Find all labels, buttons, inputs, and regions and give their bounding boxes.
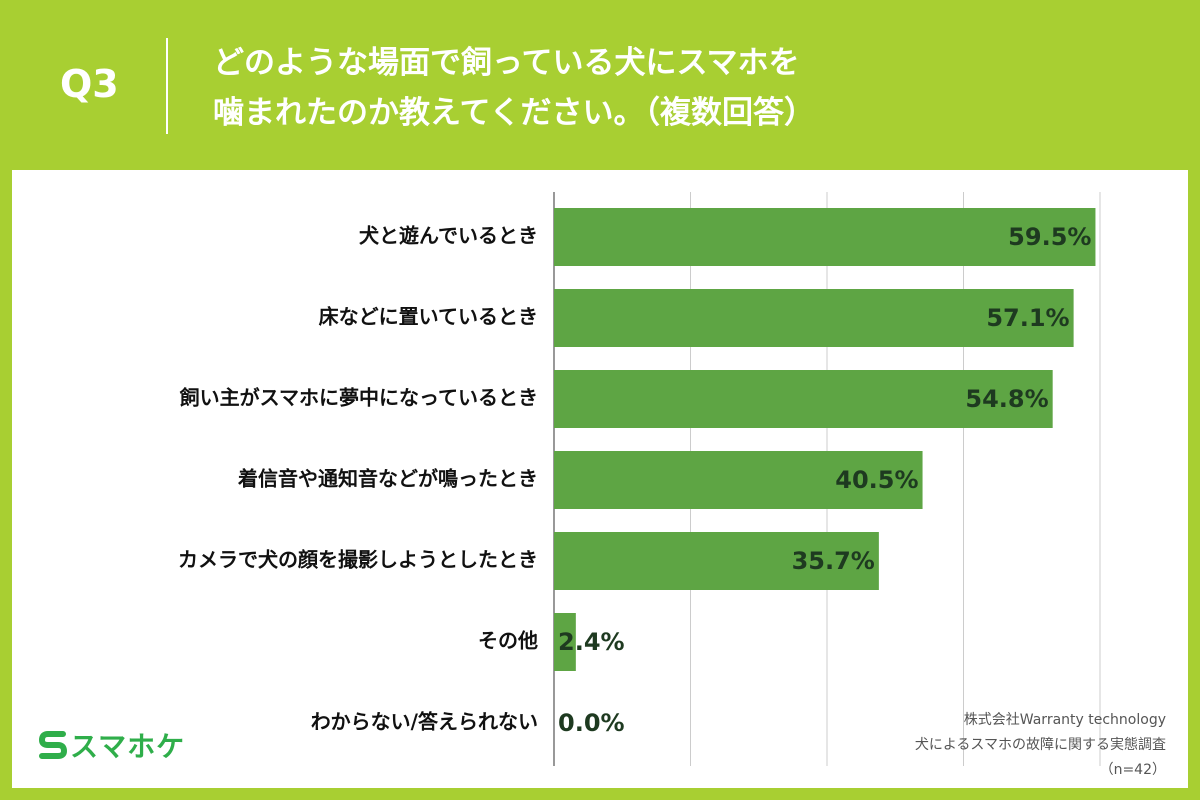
source-sample-size: （n=42） bbox=[1099, 762, 1166, 778]
brand-logo: スマホケ bbox=[38, 725, 185, 765]
header-divider bbox=[166, 38, 168, 134]
bar bbox=[554, 289, 1074, 347]
data-label: 57.1% bbox=[986, 304, 1069, 332]
bar bbox=[554, 613, 576, 671]
data-label: 54.8% bbox=[965, 385, 1048, 413]
data-label: 59.5% bbox=[1008, 223, 1091, 251]
data-label: 0.0% bbox=[558, 709, 625, 737]
question-line-1: どのような場面で飼っている犬にスマホを bbox=[213, 45, 800, 81]
category-label: 着信音や通知音などが鳴ったとき bbox=[237, 467, 538, 491]
question-text: どのような場面で飼っている犬にスマホを 噛まれたのか教えてください。（複数回答） bbox=[213, 38, 815, 138]
bar bbox=[554, 532, 879, 590]
question-number: Q3 bbox=[60, 62, 119, 106]
brand-logo-text: スマホケ bbox=[70, 730, 186, 763]
source-note: 株式会社Warranty technology 犬によるスマホの故障に関する実態… bbox=[915, 708, 1166, 783]
category-label: 犬と遊んでいるとき bbox=[359, 224, 538, 248]
category-label: その他 bbox=[478, 629, 538, 653]
bar bbox=[554, 370, 1053, 428]
source-company: 株式会社Warranty technology bbox=[963, 712, 1166, 728]
data-label: 40.5% bbox=[835, 466, 918, 494]
category-label: 飼い主がスマホに夢中になっているとき bbox=[179, 386, 538, 410]
source-survey: 犬によるスマホの故障に関する実態調査 bbox=[914, 737, 1166, 753]
category-label: 床などに置いているとき bbox=[319, 305, 538, 329]
header: Q3 どのような場面で飼っている犬にスマホを 噛まれたのか教えてください。（複数… bbox=[0, 0, 1200, 170]
s-logo-icon bbox=[39, 731, 67, 759]
question-line-2: 噛まれたのか教えてください。（複数回答） bbox=[213, 95, 816, 131]
category-label: カメラで犬の顔を撮影しようとしたとき bbox=[178, 548, 538, 572]
category-label: わからない/答えられない bbox=[311, 710, 538, 734]
data-label: 35.7% bbox=[792, 547, 875, 575]
bar bbox=[554, 208, 1096, 266]
bar bbox=[554, 451, 923, 509]
data-label: 2.4% bbox=[558, 628, 625, 656]
